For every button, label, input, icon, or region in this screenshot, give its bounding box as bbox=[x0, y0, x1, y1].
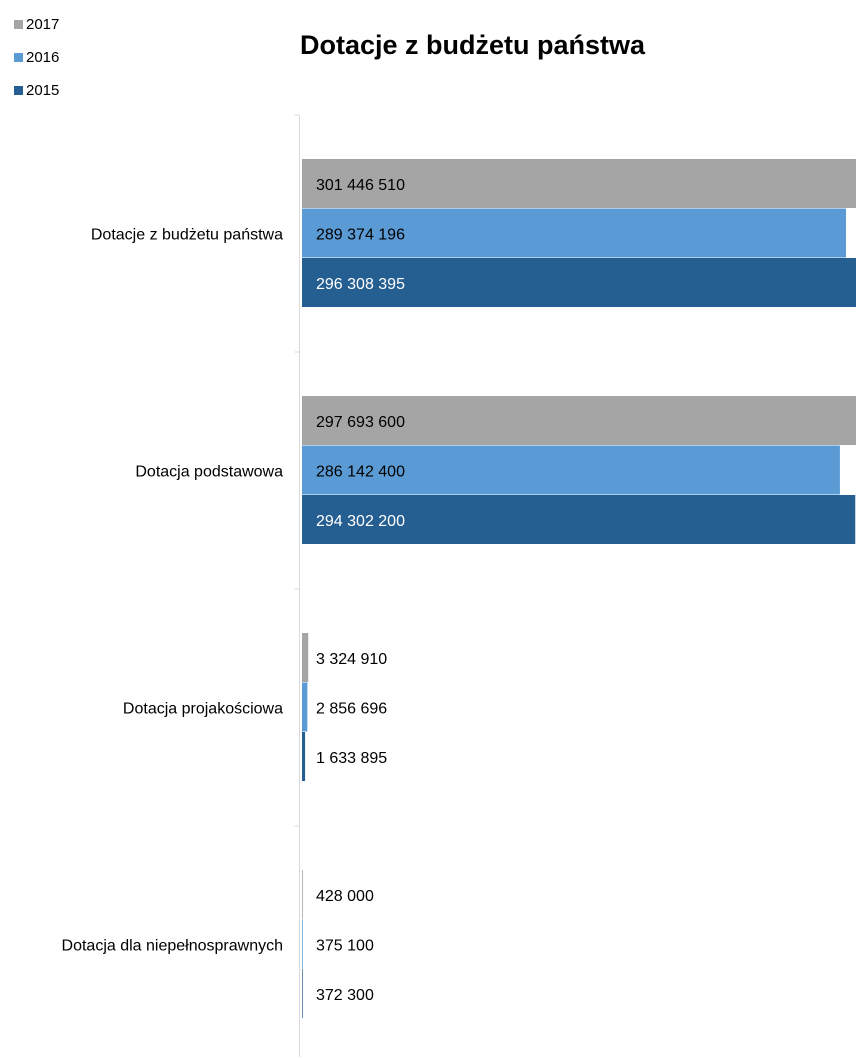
legend-swatch bbox=[14, 86, 23, 95]
data-label: 301 446 510 bbox=[316, 177, 405, 194]
legend-label: 2015 bbox=[26, 82, 60, 99]
category-label: Dotacja podstawowa bbox=[135, 463, 283, 480]
legend-swatch bbox=[14, 20, 23, 29]
bar-2015 bbox=[302, 732, 306, 781]
bar-2015 bbox=[302, 258, 856, 307]
legend-label: 2017 bbox=[26, 16, 60, 33]
category-label: Dotacja projakościowa bbox=[123, 700, 283, 717]
bar-2015 bbox=[302, 495, 856, 544]
legend-item-2015: 2015 bbox=[14, 74, 59, 107]
data-label: 428 000 bbox=[316, 888, 374, 905]
data-label: 3 324 910 bbox=[316, 651, 387, 668]
data-label: 289 374 196 bbox=[316, 226, 405, 243]
bar-2015 bbox=[302, 969, 303, 1018]
legend: 2017 2016 2015 bbox=[14, 8, 59, 107]
bar-2016 bbox=[302, 445, 840, 495]
data-label: 2 856 696 bbox=[316, 700, 387, 717]
bar-2016 bbox=[302, 682, 308, 732]
chart-title: Dotacje z budżetu państwa bbox=[300, 30, 646, 60]
bar-2016 bbox=[302, 919, 303, 969]
bar-2017 bbox=[302, 396, 856, 445]
data-label: 296 308 395 bbox=[316, 276, 405, 293]
legend-item-2016: 2016 bbox=[14, 41, 59, 74]
data-label: 1 633 895 bbox=[316, 750, 387, 767]
bar-2017 bbox=[302, 633, 309, 682]
legend-swatch bbox=[14, 53, 23, 62]
category-label: Dotacje z budżetu państwa bbox=[91, 226, 283, 243]
data-label: 375 100 bbox=[316, 937, 374, 954]
bar-2017 bbox=[302, 159, 856, 208]
bar-2017 bbox=[302, 870, 303, 919]
legend-item-2017: 2017 bbox=[14, 8, 59, 41]
data-label: 297 693 600 bbox=[316, 414, 405, 431]
category-label: Dotacja dla niepełnosprawnych bbox=[62, 937, 283, 954]
bar-2016 bbox=[302, 208, 846, 258]
data-label: 372 300 bbox=[316, 987, 374, 1004]
data-label: 286 142 400 bbox=[316, 463, 405, 480]
data-label: 294 302 200 bbox=[316, 513, 405, 530]
legend-label: 2016 bbox=[26, 49, 60, 66]
